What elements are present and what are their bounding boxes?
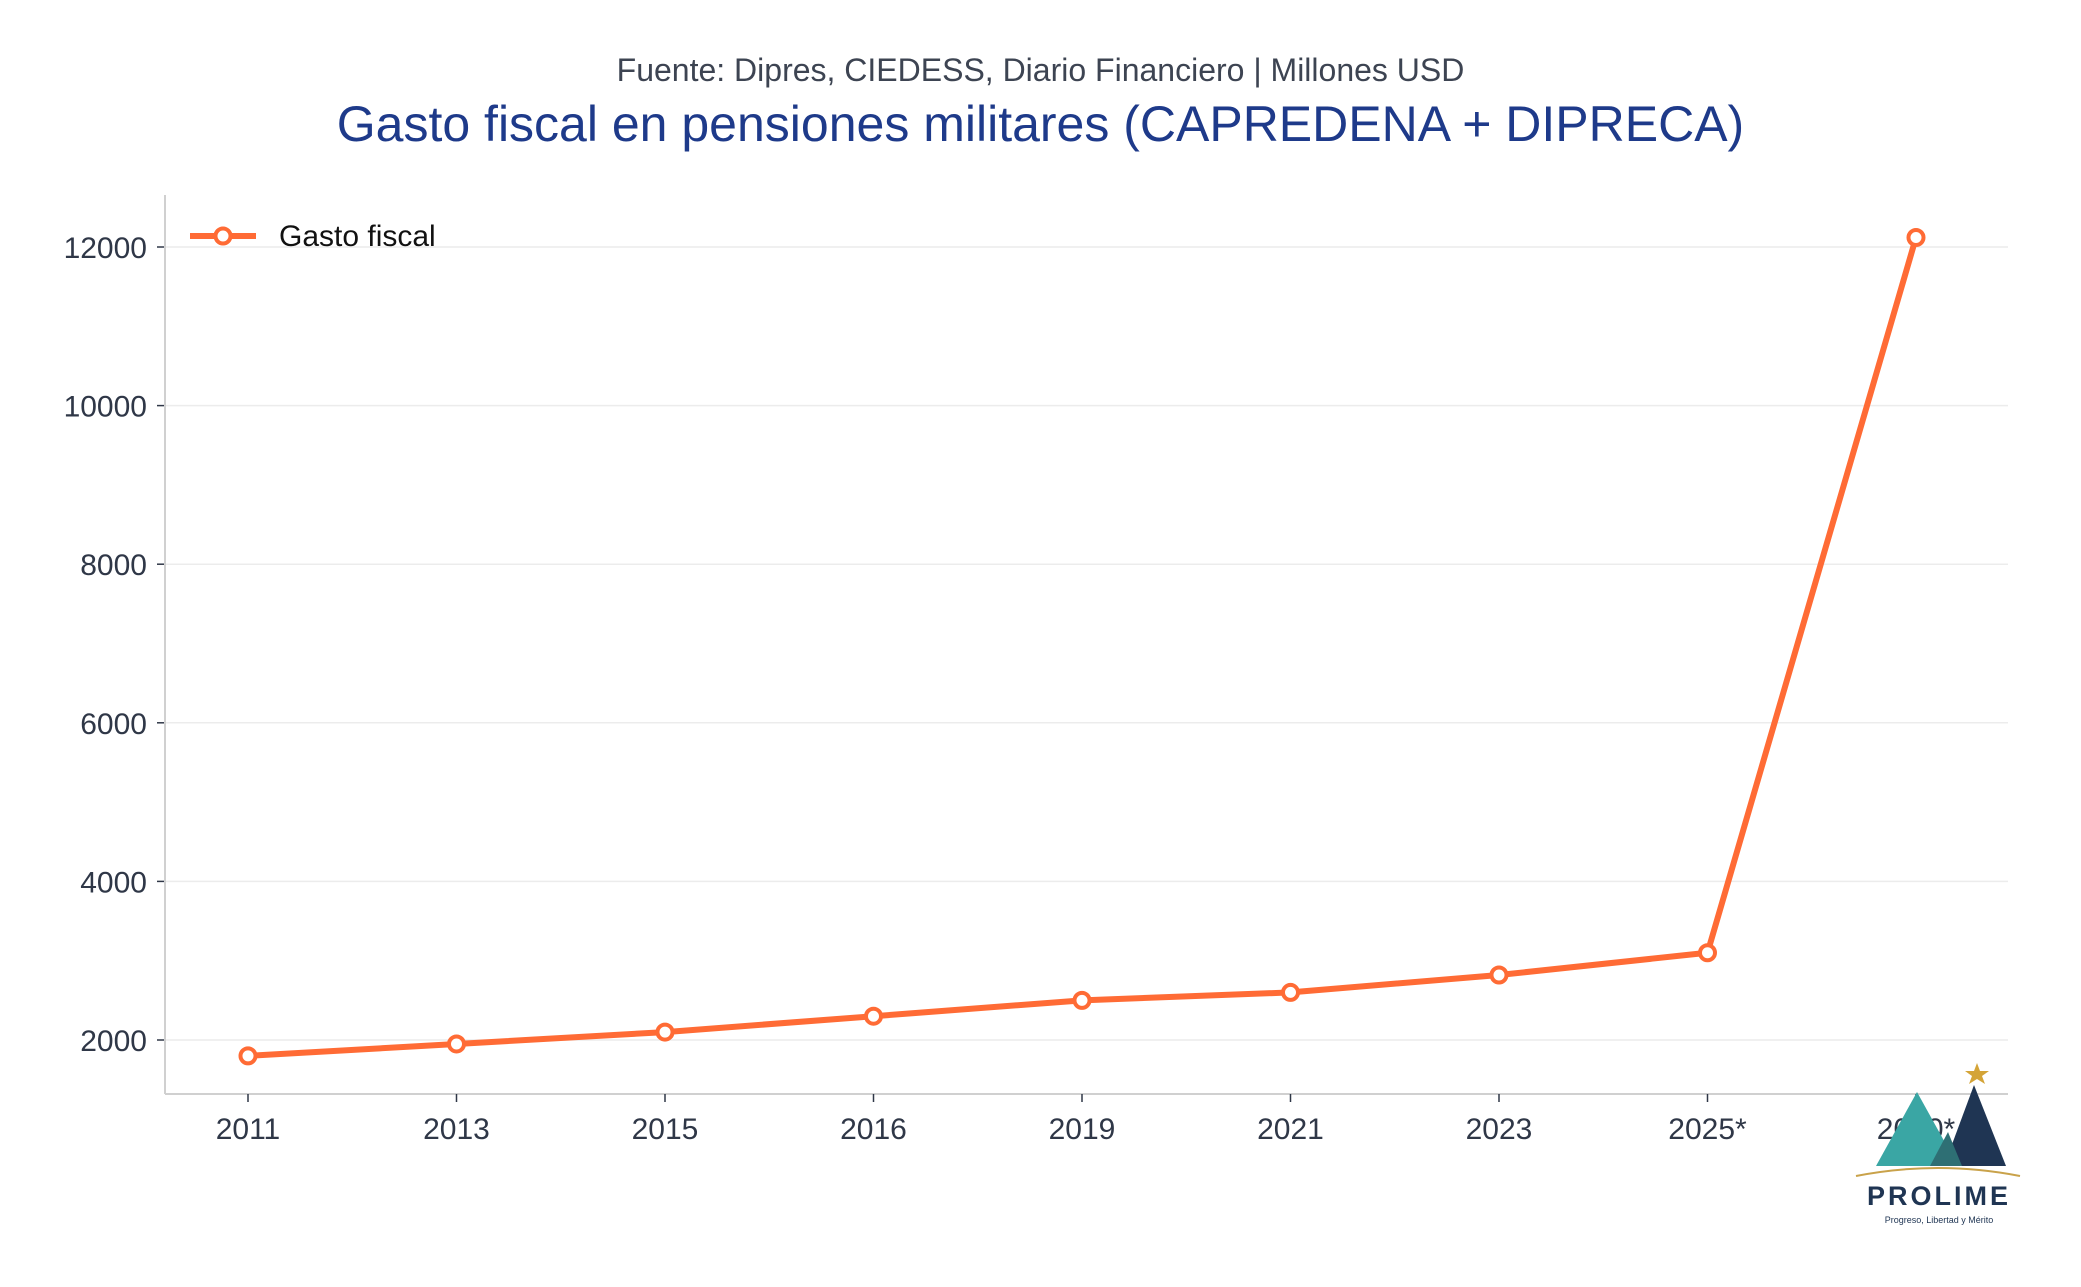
- series-gasto-fiscal: [238, 227, 1926, 1066]
- series-line: [245, 234, 1919, 1059]
- y-tick-label-4000: 4000: [80, 866, 147, 899]
- data-point-2013: [447, 1034, 466, 1054]
- y-tick-label-8000: 8000: [80, 549, 147, 582]
- data-point-2021: [1281, 982, 1300, 1002]
- chart-subtitle: Fuente: Dipres, CIEDESS, Diario Financie…: [616, 52, 1465, 88]
- legend-point-marker: [213, 226, 233, 246]
- logo-tagline: Progreso, Libertad y Mérito: [1885, 1215, 1994, 1225]
- legend: Gasto fiscal: [190, 220, 436, 253]
- logo-mountain-overlap: [1930, 1132, 1962, 1166]
- data-point-2015: [655, 1022, 675, 1042]
- logo-name: PROLIME: [1867, 1181, 2011, 1211]
- logo-star-icon: [1965, 1063, 1989, 1084]
- data-point-2030*: [1906, 227, 1926, 247]
- grid-lines: [165, 246, 2008, 1041]
- x-tick-label-2023: 2023: [1466, 1113, 1533, 1146]
- logo-mountain-teal: [1876, 1092, 1958, 1166]
- y-tick-label-6000: 6000: [80, 708, 147, 741]
- data-point-2023: [1489, 965, 1509, 985]
- x-tick-label-2016: 2016: [840, 1113, 907, 1146]
- prolime-logo: PROLIME Progreso, Libertad y Mérito: [1855, 1063, 2021, 1225]
- y-tick-label-10000: 10000: [64, 391, 147, 424]
- x-tick-label-2011: 2011: [216, 1113, 281, 1146]
- y-tick-label-12000: 12000: [64, 232, 147, 265]
- logo-swoosh: [1855, 1167, 2021, 1177]
- data-point-2019: [1072, 990, 1092, 1010]
- data-point-2016: [864, 1006, 883, 1026]
- data-point-2011: [238, 1046, 258, 1066]
- x-tick-label-2013: 2013: [423, 1113, 490, 1146]
- axes: [157, 195, 2008, 1102]
- data-point-2025*: [1698, 943, 1717, 963]
- y-tick-label-2000: 2000: [80, 1025, 147, 1058]
- y-tick-labels: 2000 4000 6000 8000 10000 12000: [64, 232, 147, 1058]
- x-tick-label-2015: 2015: [632, 1113, 699, 1146]
- x-tick-label-2021: 2021: [1257, 1113, 1324, 1146]
- x-tick-label-2019: 2019: [1049, 1113, 1116, 1146]
- logo-mountain-navy: [1944, 1085, 2006, 1166]
- chart-title: Gasto fiscal en pensiones militares (CAP…: [336, 96, 1745, 152]
- legend-label: Gasto fiscal: [279, 220, 436, 253]
- x-tick-label-2025*: 2025*: [1668, 1113, 1747, 1146]
